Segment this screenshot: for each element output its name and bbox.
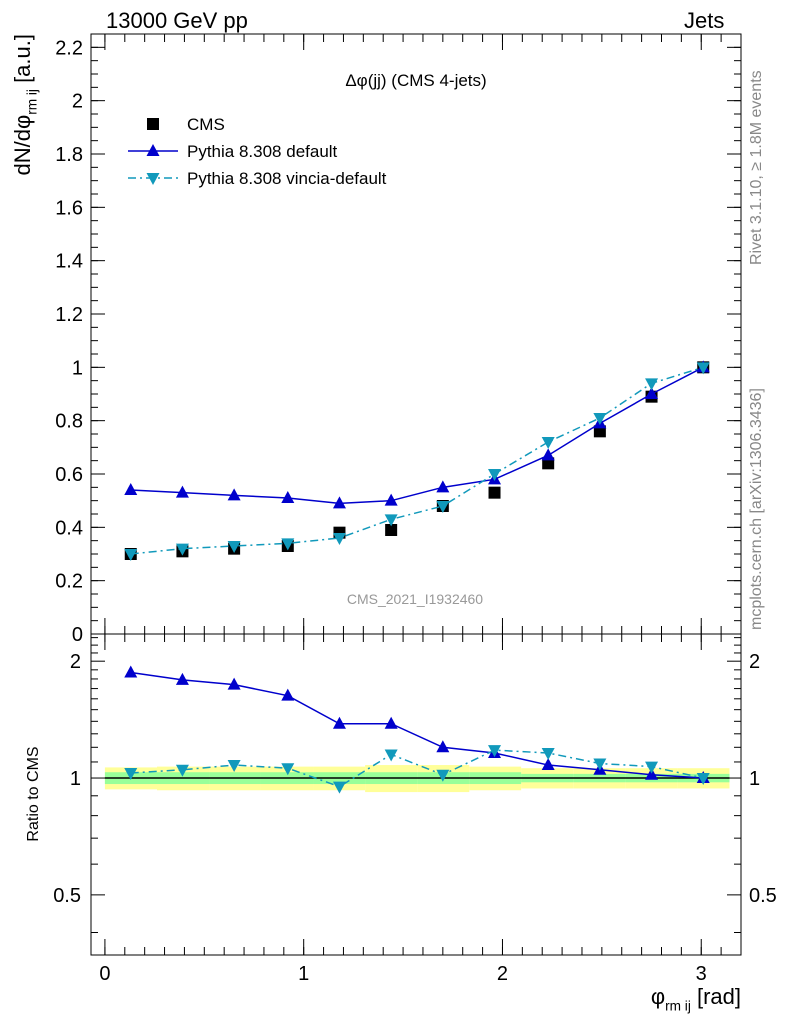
series-2-point	[541, 437, 555, 449]
series-2-point	[436, 501, 450, 513]
ratio-series-0-point	[645, 767, 659, 780]
legend-label: CMS	[187, 115, 225, 134]
series-0-point	[488, 486, 501, 499]
x-tick-label: 1	[298, 963, 309, 985]
series-1-point	[227, 488, 241, 501]
legend-label: Pythia 8.308 vincia-default	[187, 169, 387, 188]
series-2-point	[227, 541, 241, 553]
ratio-series-0-point	[332, 716, 346, 729]
ratio-series-0-point	[175, 672, 189, 685]
ratio-series-0-line	[130, 671, 704, 779]
ratio-series-1-point	[541, 748, 555, 761]
y-tick-label: 2	[72, 91, 83, 113]
ratio-series-0-point	[281, 688, 295, 701]
series-2-point	[281, 538, 295, 551]
ratio-series-1-point	[124, 768, 138, 781]
ratio-series-1-point	[281, 763, 295, 776]
header-process: 13000 GeV pp	[106, 8, 248, 33]
y-tick-label: 1.4	[55, 251, 83, 273]
series-2-point	[696, 362, 710, 375]
series-1-point	[332, 496, 346, 509]
legend-marker	[146, 144, 160, 156]
series-1-point	[281, 491, 295, 503]
series-2-point	[488, 469, 502, 481]
ratio-series-1-point	[696, 773, 710, 786]
series-1-point	[541, 448, 555, 461]
series-2-point	[645, 378, 659, 391]
series-0-point	[385, 524, 398, 536]
legend-label: Pythia 8.308 default	[187, 142, 338, 161]
ratio-series-0-point	[227, 677, 241, 690]
ratio-y-tick-label: 0.5	[53, 885, 81, 907]
legend-marker	[146, 173, 160, 185]
ratio-y-tick-label: 1	[70, 768, 81, 790]
series-1-point	[384, 493, 398, 506]
y-tick-label: 0.4	[55, 517, 83, 539]
series-1-point	[645, 387, 659, 399]
ratio-y-axis-label: Ratio to CMS	[25, 746, 42, 841]
analysis-watermark: CMS_2021_I1932460	[347, 591, 483, 607]
ratio-series-1-point	[384, 749, 398, 762]
ratio-series-0-point	[541, 758, 555, 771]
y-tick-label: 0.8	[55, 411, 83, 433]
series-2-point	[593, 413, 607, 425]
y-tick-label: 0.6	[55, 464, 83, 486]
y-tick-label: 1	[72, 357, 83, 379]
ratio-y-tick-label: 2	[70, 651, 81, 673]
ratio-y-tick-label-right: 0.5	[749, 885, 777, 907]
series-1-point	[124, 483, 138, 495]
legend-marker	[147, 118, 159, 130]
ratio-series-1-point	[645, 761, 659, 774]
ratio-plot-frame	[90, 633, 742, 956]
ratio-y-tick-label-right: 2	[749, 651, 760, 673]
y-tick-label: 2.2	[55, 37, 83, 59]
ratio-series-1-line	[130, 749, 704, 788]
x-tick-label: 3	[696, 963, 707, 985]
series-2-line	[130, 366, 704, 555]
ratio-series-0-point	[436, 740, 450, 753]
series-1-point	[436, 480, 450, 493]
ratio-y-tick-label-right: 1	[749, 768, 760, 790]
x-axis-label: φrm ij [rad]	[651, 984, 741, 1014]
y-tick-label: 0.2	[55, 571, 83, 593]
ratio-series-1-point	[227, 760, 241, 773]
series-2-point	[175, 543, 189, 556]
ratio-series-1-point	[488, 745, 502, 758]
y-axis-label: dN/dφrm ij [a.u.]	[10, 34, 40, 176]
series-1-line	[130, 366, 704, 505]
y-tick-label: 1.8	[55, 144, 83, 166]
ratio-series-0-point	[124, 665, 138, 678]
series-2-point	[332, 533, 346, 545]
y-tick-label: 0	[72, 624, 83, 646]
y-tick-label: 1.2	[55, 304, 83, 326]
ratio-series-1-point	[332, 781, 346, 794]
series-2-point	[384, 514, 398, 527]
x-tick-label: 2	[497, 963, 508, 985]
series-1-point	[175, 485, 189, 498]
chart-title: Δφ(jj) (CMS 4-jets)	[345, 71, 486, 90]
ratio-series-1-point	[436, 769, 450, 782]
ratio-series-1-point	[593, 758, 607, 771]
header-category: Jets	[684, 8, 725, 33]
ratio-series-0-point	[384, 716, 398, 729]
y-tick-label: 1.6	[55, 197, 83, 219]
series-2-point	[124, 549, 138, 561]
ratio-series-1-point	[175, 764, 189, 777]
x-tick-label: 0	[99, 963, 110, 985]
